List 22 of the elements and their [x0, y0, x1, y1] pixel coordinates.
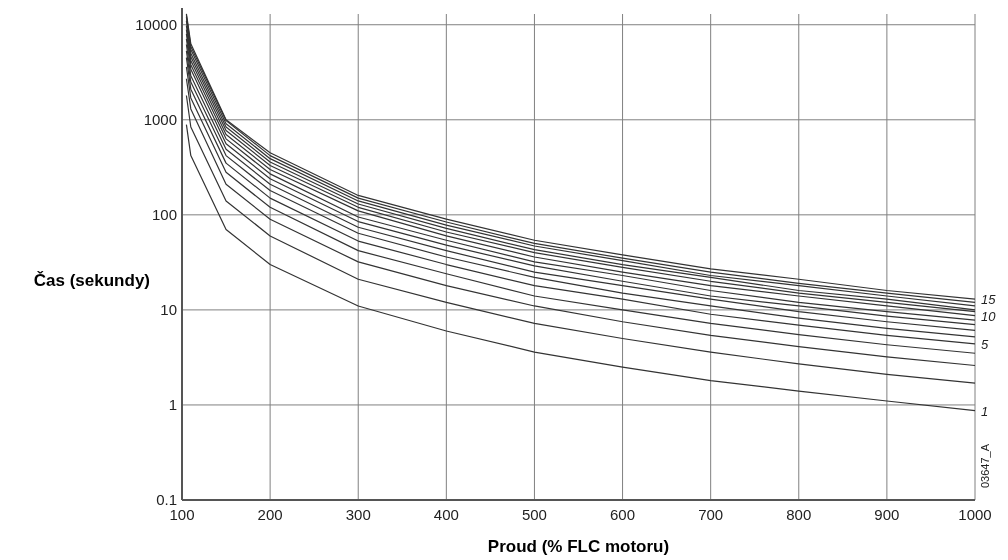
- x-tick-label: 600: [610, 506, 636, 523]
- x-tick-label: 500: [521, 506, 547, 523]
- x-tick-label: 1000: [958, 506, 992, 523]
- y-tick-label: 0.1: [156, 491, 177, 508]
- y-tick-label: 1000: [143, 110, 177, 128]
- x-tick-label: 300: [345, 506, 371, 523]
- x-tick-label: 700: [698, 506, 724, 523]
- y-tick-label: 100: [151, 205, 177, 223]
- x-tick-label: 200: [257, 506, 283, 523]
- x-tick-label: 900: [874, 506, 900, 523]
- x-tick-label: 400: [433, 506, 459, 523]
- y-axis-title: Čas (sekundy): [33, 271, 150, 291]
- x-axis-title: Proud (% FLC motoru): [487, 537, 670, 556]
- y-tick-label: 10000: [135, 15, 177, 33]
- text: 03647_A: [979, 443, 991, 488]
- y-tick-label: 10: [160, 300, 177, 318]
- series-label: 10: [981, 308, 997, 324]
- y-tick-label: 1: [168, 395, 177, 413]
- series-label: 15: [981, 292, 997, 308]
- x-tick-label: 800: [786, 506, 812, 523]
- series-label: 1: [981, 403, 989, 419]
- series-label: 5: [981, 336, 989, 352]
